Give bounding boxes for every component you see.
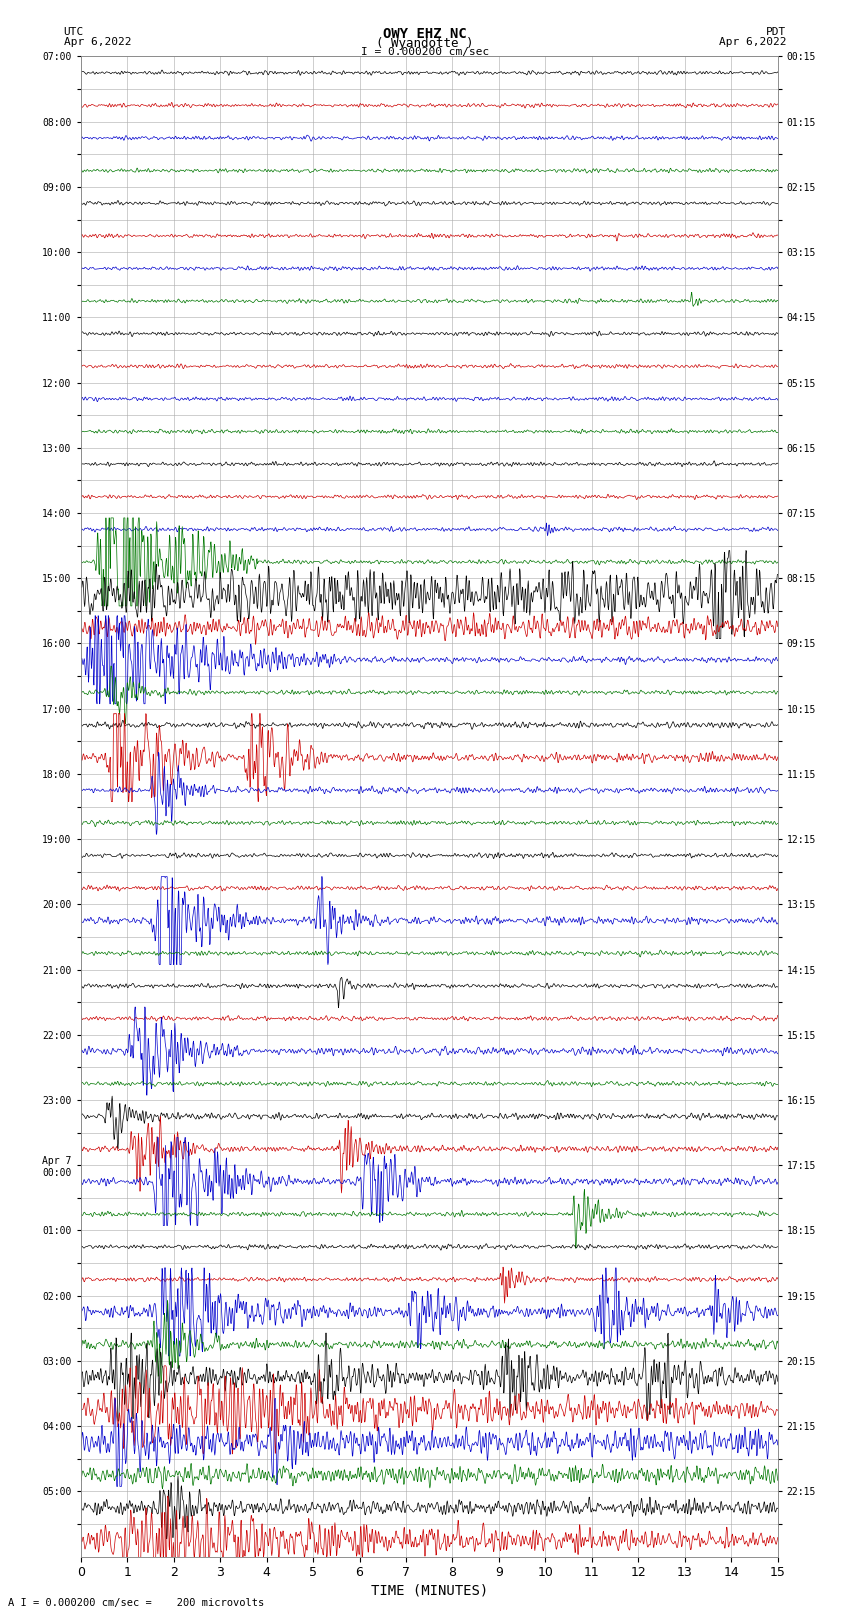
Text: ( Wyandotte ): ( Wyandotte ): [377, 37, 473, 50]
Text: OWY EHZ NC: OWY EHZ NC: [383, 27, 467, 42]
Text: I = 0.000200 cm/sec: I = 0.000200 cm/sec: [361, 47, 489, 56]
Text: UTC: UTC: [64, 27, 84, 37]
Text: PDT: PDT: [766, 27, 786, 37]
Text: Apr 6,2022: Apr 6,2022: [64, 37, 131, 47]
Text: A I = 0.000200 cm/sec =    200 microvolts: A I = 0.000200 cm/sec = 200 microvolts: [8, 1598, 264, 1608]
X-axis label: TIME (MINUTES): TIME (MINUTES): [371, 1584, 488, 1597]
Text: Apr 6,2022: Apr 6,2022: [719, 37, 786, 47]
